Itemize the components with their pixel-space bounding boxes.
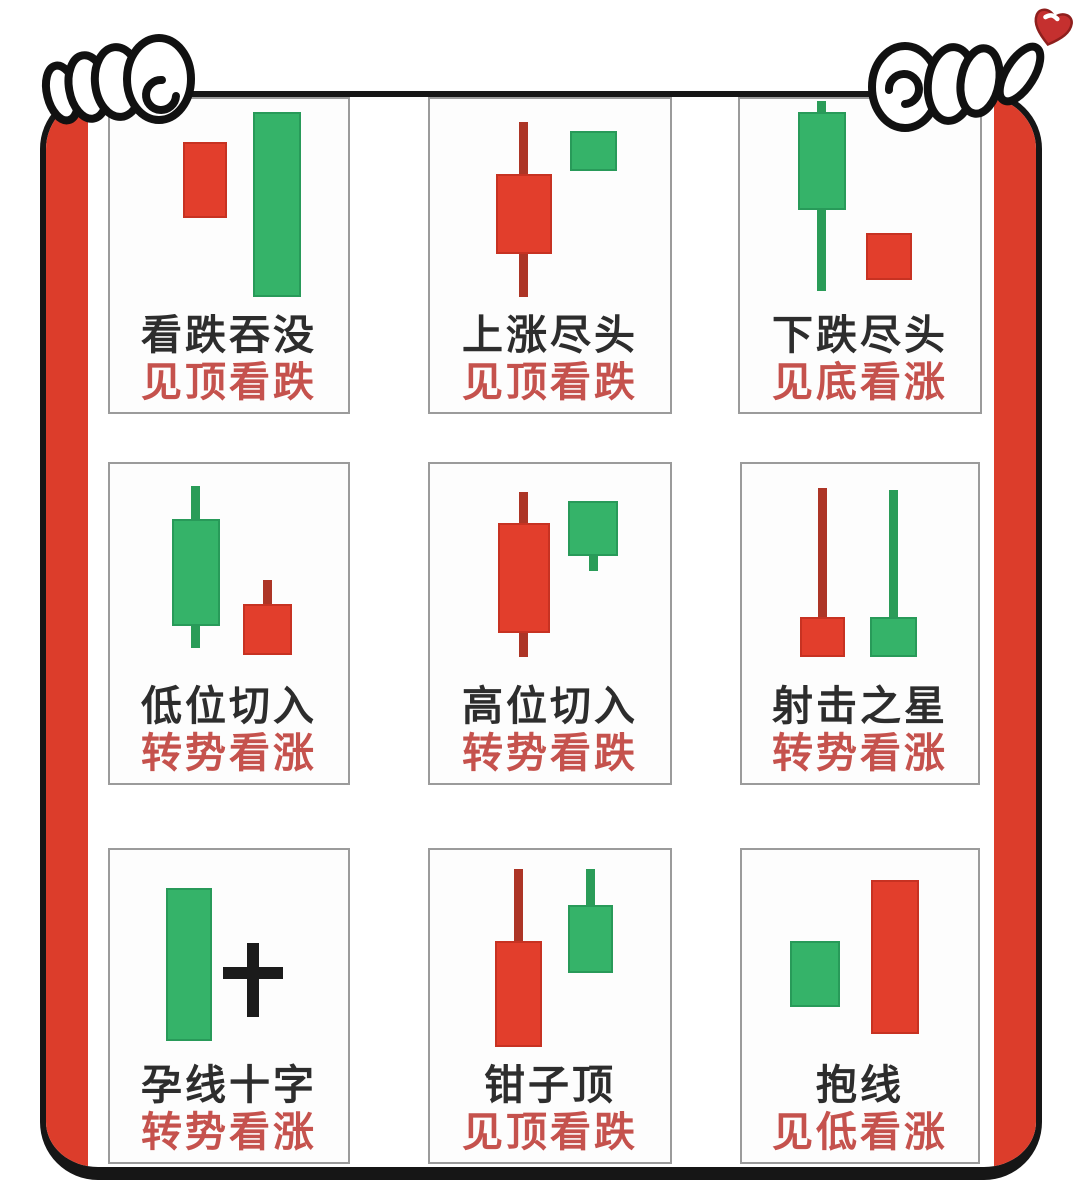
pattern-signal-label: 见低看涨 [772, 1109, 948, 1155]
candle-body [171, 518, 220, 627]
pattern-signal-label: 转势看涨 [772, 730, 948, 776]
candle-body [568, 905, 614, 973]
pattern-signal-label: 转势看涨 [141, 730, 317, 776]
pattern-signal-label: 转势看跌 [462, 730, 638, 776]
candle-body [183, 141, 228, 219]
candle-body [869, 617, 917, 657]
candle-body [799, 617, 845, 657]
candle-body [790, 941, 841, 1007]
right-hand-illustration [868, 42, 1045, 132]
candlestick-chart [430, 464, 670, 683]
pattern-card-end-of-decline: 下跌尽头 见底看涨 [738, 97, 982, 414]
candlestick-chart [110, 99, 348, 312]
pattern-name-label: 钳子顶 [484, 1062, 616, 1108]
pattern-signal-label: 见顶看跌 [141, 359, 317, 405]
candle-body [165, 888, 212, 1041]
pattern-card-low-cut-in: 低位切入 转势看涨 [108, 462, 350, 785]
candlestick-chart [740, 99, 980, 312]
candle-body [569, 130, 617, 172]
doji-cross-vertical [246, 943, 259, 1018]
candle-body [252, 111, 301, 298]
candle-body [495, 941, 543, 1048]
pattern-signal-label: 见顶看跌 [462, 1109, 638, 1155]
frame-red-band-left [46, 97, 88, 1167]
candlestick-chart [742, 464, 978, 683]
pattern-signal-label: 见底看涨 [772, 359, 948, 405]
hands-illustration [41, 8, 1073, 132]
candle-body [797, 111, 846, 210]
candle-wick [888, 490, 898, 657]
pattern-signal-label: 见顶看跌 [462, 359, 638, 405]
pattern-name-label: 高位切入 [462, 683, 638, 729]
candle-wick [817, 488, 827, 657]
pattern-card-bearish-engulfing: 看跌吞没 见顶看跌 [108, 97, 350, 414]
doji-cross-horizontal [222, 966, 283, 979]
pattern-card-engulfing-line: 抱线 见低看涨 [740, 848, 980, 1164]
pattern-name-label: 看跌吞没 [141, 312, 317, 358]
frame-red-band-right [994, 97, 1036, 1167]
heart-icon [1034, 8, 1073, 47]
pattern-name-label: 射击之星 [772, 683, 948, 729]
candlestick-chart [742, 850, 978, 1062]
candle-body [865, 233, 912, 281]
pattern-name-label: 孕线十字 [141, 1062, 317, 1108]
candle-body [495, 173, 552, 255]
pattern-name-label: 下跌尽头 [772, 312, 948, 358]
pattern-name-label: 低位切入 [141, 683, 317, 729]
candle-body [871, 879, 920, 1035]
pattern-name-label: 上涨尽头 [462, 312, 638, 358]
candlestick-chart [430, 850, 670, 1062]
red-frame: 看跌吞没 见顶看跌 上涨尽头 见顶看跌 下跌尽头 见底看涨 低位切入 转势看涨 … [40, 91, 1042, 1180]
candlestick-chart [110, 850, 348, 1062]
candle-body [497, 523, 550, 633]
pattern-name-label: 抱线 [816, 1062, 904, 1108]
pattern-card-high-cut-in: 高位切入 转势看跌 [428, 462, 672, 785]
candle-body [242, 604, 292, 655]
pattern-card-harami-cross: 孕线十字 转势看涨 [108, 848, 350, 1164]
candlestick-chart [430, 99, 670, 312]
pattern-card-end-of-rally: 上涨尽头 见顶看跌 [428, 97, 672, 414]
pattern-card-tweezer-top: 钳子顶 见顶看跌 [428, 848, 672, 1164]
candle-body [568, 501, 619, 556]
pattern-card-shooting-star: 射击之星 转势看涨 [740, 462, 980, 785]
left-hand-illustration [41, 34, 195, 125]
pattern-signal-label: 转势看涨 [141, 1109, 317, 1155]
candlestick-chart [110, 464, 348, 683]
